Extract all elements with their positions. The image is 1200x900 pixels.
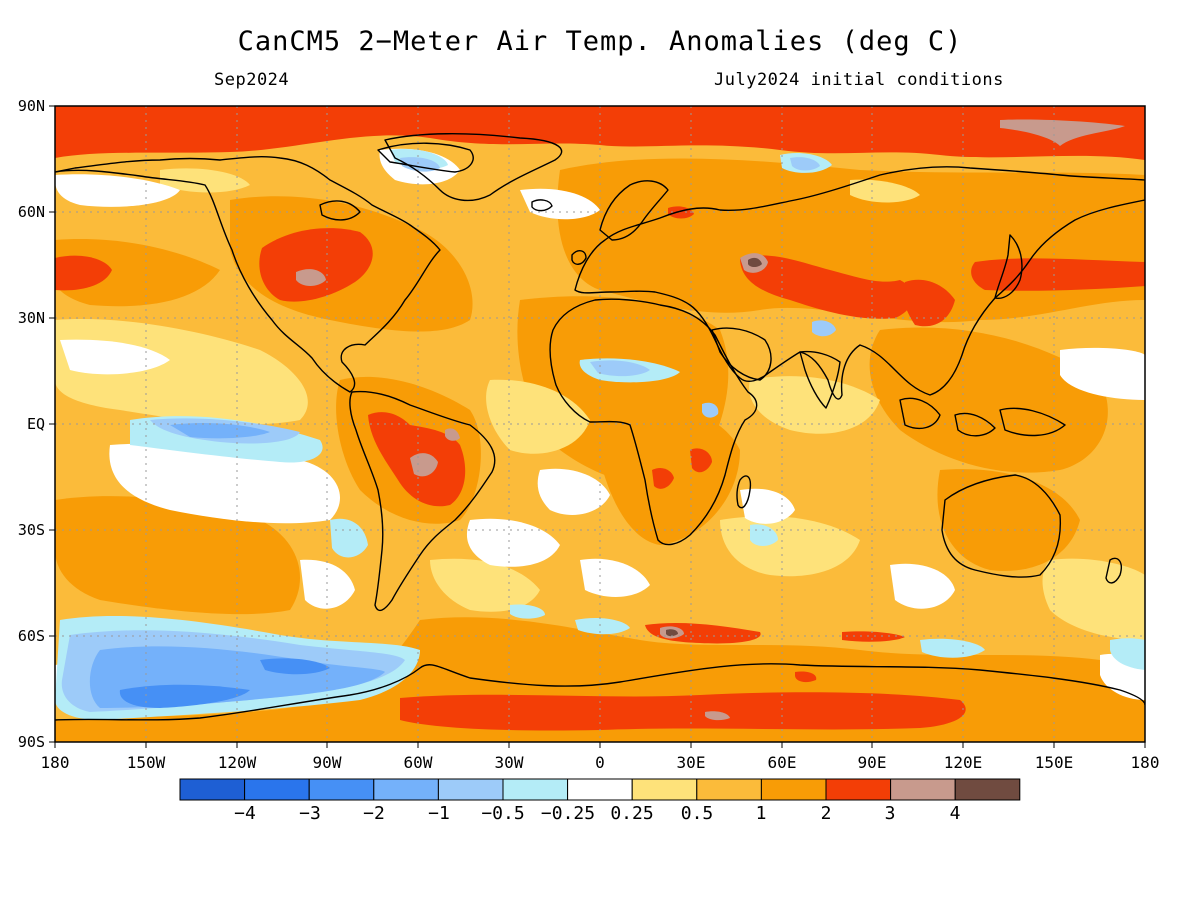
map-title: CanCM5 2−Meter Air Temp. Anomalies (deg … bbox=[237, 26, 963, 57]
forecast-month: Sep2024 bbox=[214, 70, 290, 90]
cb-label-0: −4 bbox=[234, 803, 256, 824]
lat-label-90n: 90N bbox=[18, 97, 45, 115]
cb-label-5: −0.25 bbox=[541, 803, 595, 824]
lon-label-60w: 60W bbox=[404, 753, 433, 772]
lon-label-180w: 180 bbox=[41, 753, 70, 772]
lon-label-150e: 150E bbox=[1035, 753, 1074, 772]
lat-labels: 90N 60N 30N EQ 30S 60S 90S bbox=[18, 97, 45, 751]
lon-ticks bbox=[54, 742, 1146, 748]
colorbar-swatch-10 bbox=[825, 778, 892, 801]
lon-label-120e: 120E bbox=[944, 753, 983, 772]
graticule bbox=[55, 106, 1145, 742]
lat-ticks bbox=[49, 105, 55, 743]
colorbar-swatch-5 bbox=[502, 778, 569, 801]
cb-label-11: 4 bbox=[950, 803, 961, 824]
colorbar-swatch-7 bbox=[631, 778, 698, 801]
colorbar-swatch-6 bbox=[567, 778, 633, 801]
lat-label-30s: 30S bbox=[18, 521, 45, 539]
lon-label-90e: 90E bbox=[858, 753, 887, 772]
colorbar-swatch-1 bbox=[244, 778, 310, 801]
cb-label-1: −3 bbox=[299, 803, 321, 824]
lat-label-90s: 90S bbox=[18, 733, 45, 751]
colorbar-swatch-2 bbox=[308, 778, 375, 801]
colorbar-swatch-8 bbox=[696, 778, 762, 801]
cb-label-6: 0.25 bbox=[610, 803, 653, 824]
cb-label-10: 3 bbox=[885, 803, 896, 824]
lon-label-90w: 90W bbox=[313, 753, 342, 772]
lon-label-120w: 120W bbox=[218, 753, 257, 772]
colorbar-swatch-4 bbox=[437, 778, 504, 801]
lat-label-30n: 30N bbox=[18, 309, 45, 327]
colorbar-swatch-3 bbox=[373, 778, 439, 801]
lat-label-60n: 60N bbox=[18, 203, 45, 221]
lon-labels: 180 150W 120W 90W 60W 30W 0 30E 60E 90E … bbox=[41, 753, 1160, 772]
lon-label-30w: 30W bbox=[495, 753, 524, 772]
colorbar-swatch-11 bbox=[890, 778, 956, 801]
lon-label-60e: 60E bbox=[768, 753, 797, 772]
cb-label-3: −1 bbox=[428, 803, 450, 824]
cb-label-4: −0.5 bbox=[481, 803, 524, 824]
colorbar-labels: −4 −3 −2 −1 −0.5 −0.25 0.25 0.5 1 2 3 4 bbox=[234, 803, 960, 824]
cb-label-8: 1 bbox=[756, 803, 767, 824]
lat-label-eq: EQ bbox=[27, 415, 45, 433]
cb-label-2: −2 bbox=[363, 803, 385, 824]
colorbar-swatch-12 bbox=[954, 778, 1021, 801]
colorbar-swatch-0 bbox=[179, 778, 246, 801]
cb-label-7: 0.5 bbox=[681, 803, 714, 824]
colorbar-swatch-9 bbox=[760, 778, 827, 801]
lon-label-180e: 180 bbox=[1131, 753, 1160, 772]
lon-label-30e: 30E bbox=[677, 753, 706, 772]
lat-label-60s: 60S bbox=[18, 627, 45, 645]
lon-label-150w: 150W bbox=[127, 753, 166, 772]
lon-label-0: 0 bbox=[595, 753, 605, 772]
cb-label-9: 2 bbox=[821, 803, 832, 824]
coastlines bbox=[55, 133, 1145, 721]
initial-conditions: July2024 initial conditions bbox=[714, 70, 1004, 90]
colorbar bbox=[179, 778, 1021, 801]
